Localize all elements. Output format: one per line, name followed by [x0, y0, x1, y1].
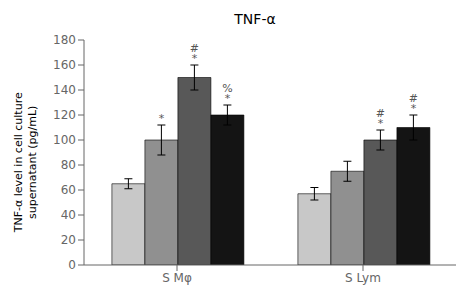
svg-text:*: * — [411, 102, 417, 115]
svg-text:180: 180 — [53, 33, 76, 47]
svg-text:S Mφ: S Mφ — [162, 271, 192, 285]
html-text:TNF-α level in cell culture su: TNF-α level in cell culture supernatant … — [11, 92, 39, 233]
svg-text:100: 100 — [53, 133, 76, 147]
svg-text:*: * — [225, 92, 231, 105]
svg-text:*: * — [192, 52, 198, 65]
svg-text:160: 160 — [53, 58, 76, 72]
svg-text:80: 80 — [61, 158, 76, 172]
svg-text:40: 40 — [61, 208, 76, 222]
svg-text:140: 140 — [53, 83, 76, 97]
html-text:TNF-α: TNF-α — [234, 11, 276, 27]
svg-text:*: * — [159, 112, 165, 125]
svg-text:*: * — [378, 117, 384, 130]
svg-text:S Lym: S Lym — [345, 271, 381, 285]
svg-text:60: 60 — [61, 183, 76, 197]
svg-text:20: 20 — [61, 233, 76, 247]
svg-text:120: 120 — [53, 108, 76, 122]
svg-text:0: 0 — [68, 258, 76, 272]
